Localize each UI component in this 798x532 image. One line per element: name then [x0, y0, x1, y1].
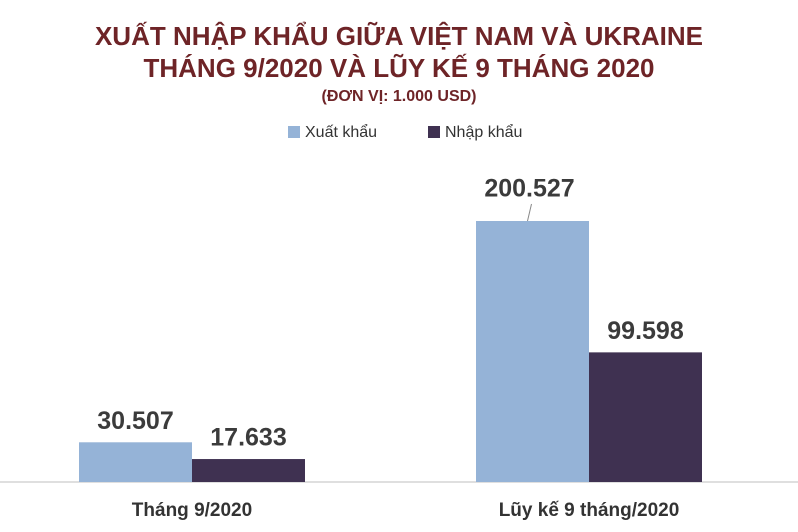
value-label: 30.507: [97, 407, 173, 435]
legend-swatch: [288, 126, 300, 138]
legend-label: Nhập khẩu: [445, 123, 522, 141]
value-label: 17.633: [210, 424, 286, 452]
x-tick-label: Tháng 9/2020: [132, 500, 252, 521]
unit-note: (ĐƠN VỊ: 1.000 USD): [321, 88, 476, 105]
chart-subtitle: THÁNG 9/2020 VÀ LŨY KẾ 9 THÁNG 2020: [143, 53, 654, 83]
x-tick-label: Lũy kế 9 tháng/2020: [499, 500, 680, 521]
legend-label: Xuất khẩu: [305, 123, 377, 141]
chart-title: XUẤT NHẬP KHẨU GIỮA VIỆT NAM VÀ UKRAINE: [95, 21, 703, 51]
bar: [476, 221, 589, 482]
bar: [79, 442, 192, 482]
value-label: 200.527: [484, 175, 574, 203]
value-label: 99.598: [607, 317, 684, 345]
legend-swatch: [428, 126, 440, 138]
leader-line: [527, 203, 532, 222]
bar: [589, 352, 702, 482]
bar: [192, 459, 305, 482]
